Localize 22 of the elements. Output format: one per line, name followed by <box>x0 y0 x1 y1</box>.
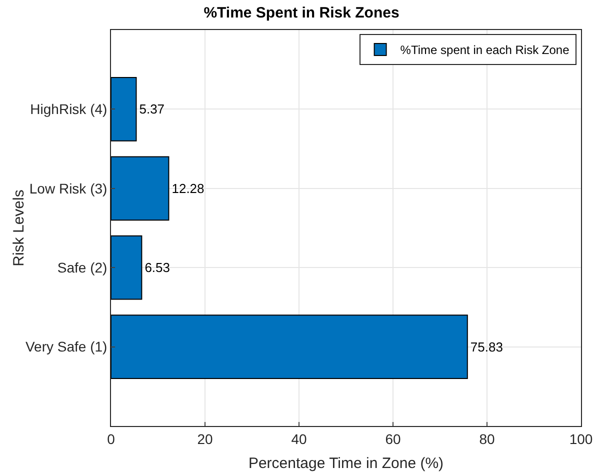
x-tick-label: 20 <box>197 430 213 447</box>
x-axis-title: Percentage Time in Zone (%) <box>248 455 444 472</box>
y-tick-label: Low Risk (3) <box>29 180 108 196</box>
y-tick-label: Very Safe (1) <box>25 338 108 355</box>
y-tick-label: HighRisk (4) <box>30 101 108 118</box>
data-label: 5.37 <box>139 102 165 117</box>
data-label: 75.83 <box>470 339 503 354</box>
x-tick-label: 40 <box>291 430 307 447</box>
bar <box>111 235 142 300</box>
chart-title: %Time Spent in Risk Zones <box>204 4 400 22</box>
bar <box>111 156 170 221</box>
data-label: 12.28 <box>172 180 204 196</box>
x-tick-label: 60 <box>385 430 401 447</box>
bar <box>111 314 468 379</box>
x-tick-label: 80 <box>479 430 495 447</box>
x-tick-label: 0 <box>107 430 116 447</box>
y-tick-label: Safe (2) <box>57 260 108 276</box>
data-label: 6.53 <box>144 260 170 276</box>
legend-label: %Time spent in each Risk Zone <box>400 43 570 58</box>
bar <box>111 77 137 142</box>
y-axis-title: Risk Levels <box>10 190 28 266</box>
x-tick-label: 100 <box>569 430 593 447</box>
